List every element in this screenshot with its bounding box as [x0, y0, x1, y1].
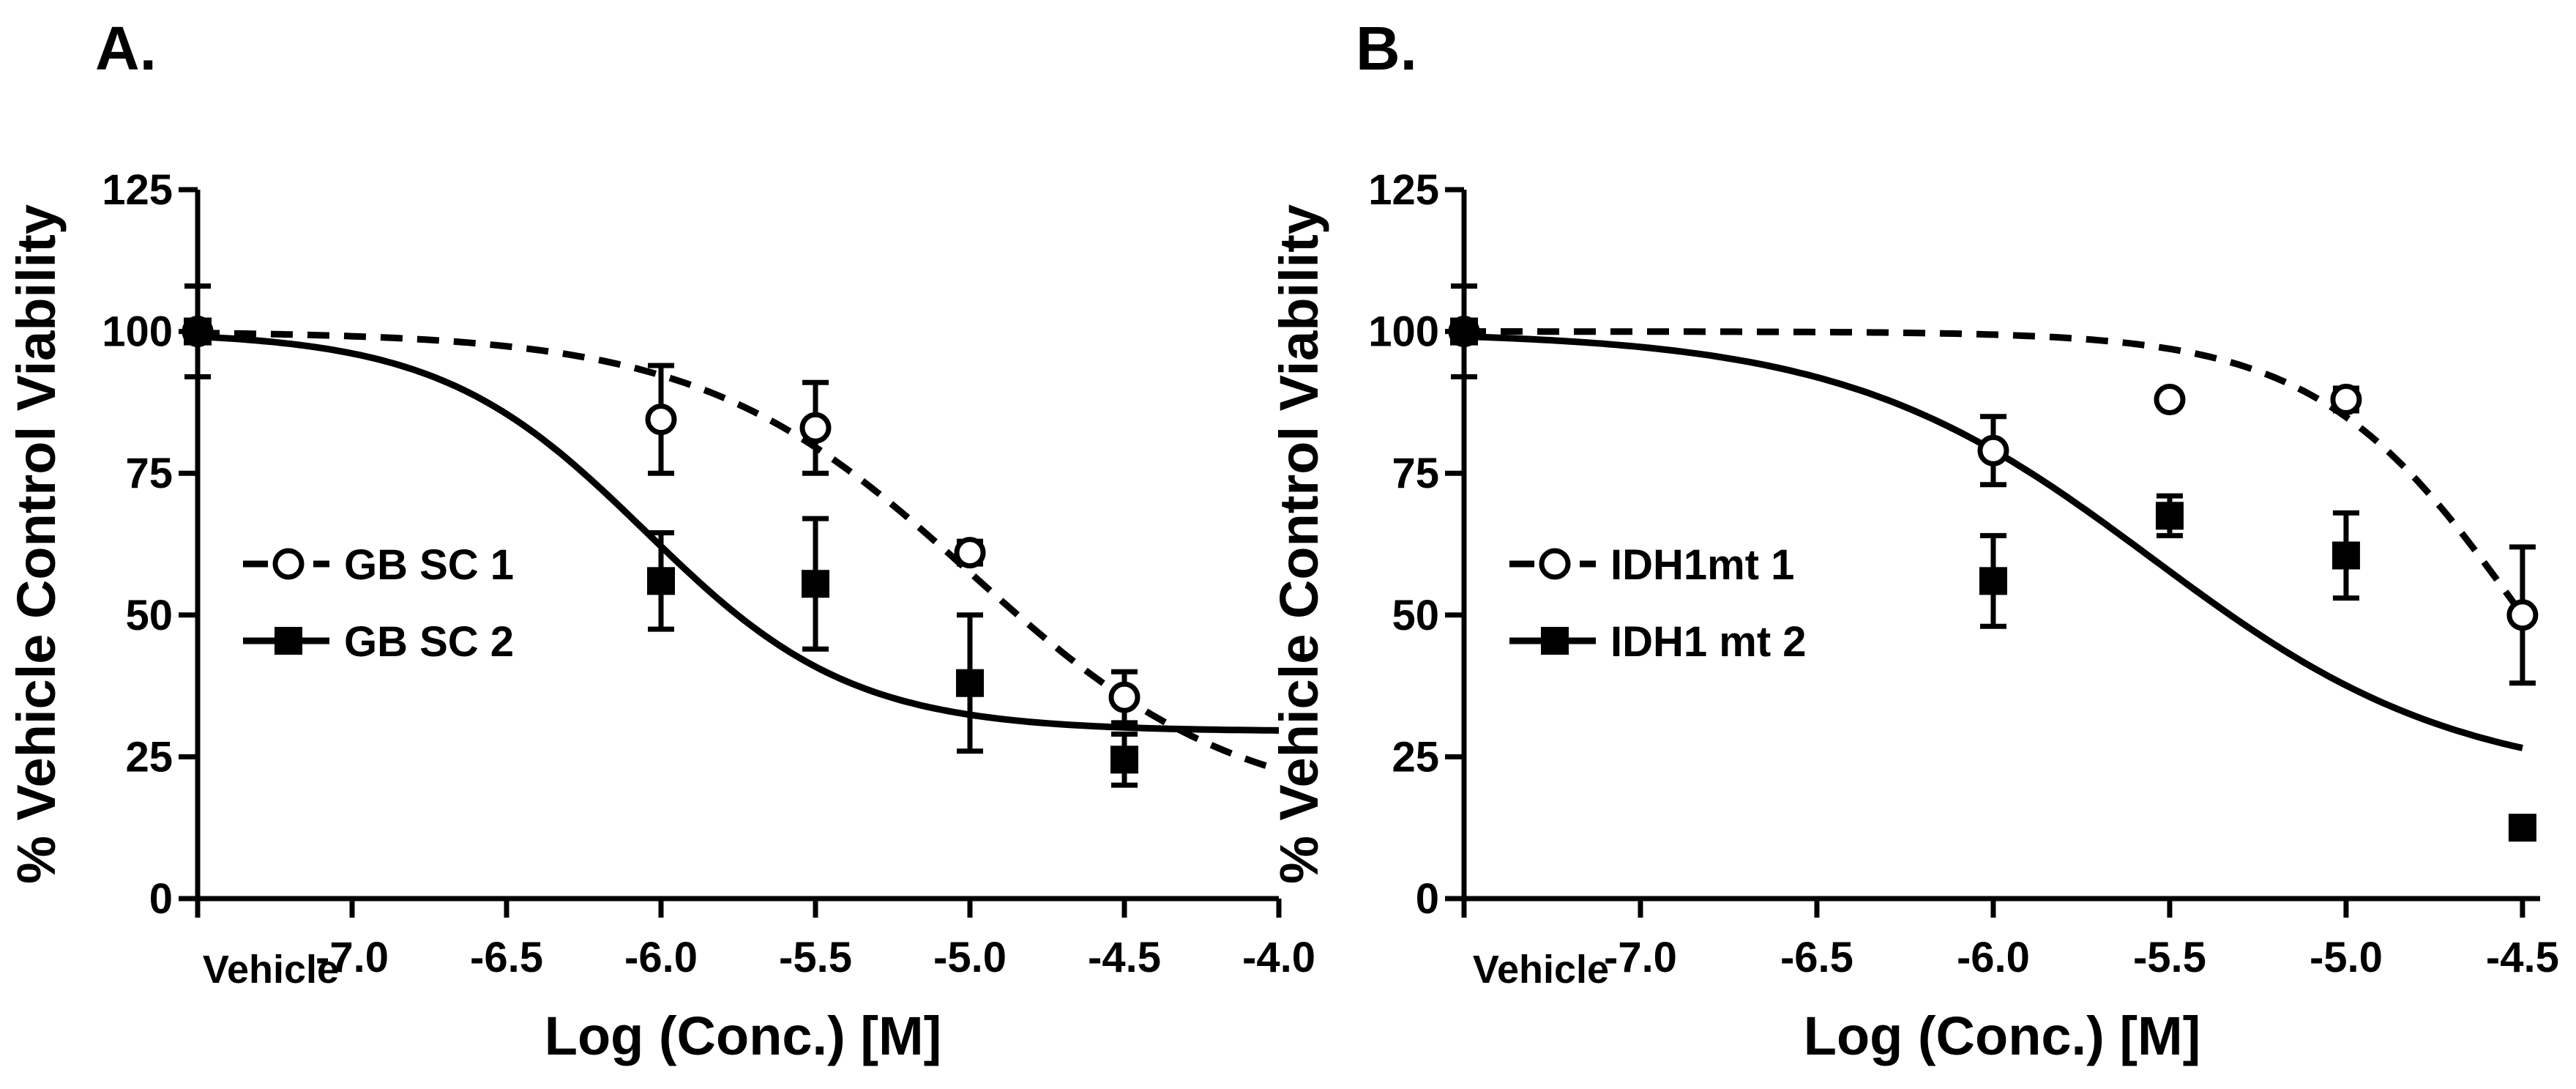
x-tick-label: -4.5 [2486, 934, 2559, 981]
data-point-gb-sc-1 [1108, 681, 1140, 713]
data-point-idh1-mt-2 [2155, 502, 2184, 530]
panel-label: B. [1356, 14, 1417, 83]
data-point-idh1-mt-2 [2332, 541, 2360, 570]
data-point-idh1mt-1 [2330, 384, 2362, 416]
vehicle-tick-label: Vehicle [1473, 948, 1609, 992]
x-axis-title: Log (Conc.) [M] [1804, 1006, 2201, 1066]
x-tick-label: -7.0 [316, 934, 389, 981]
x-tick-label: -7.0 [1604, 934, 1677, 981]
y-tick-label: 75 [125, 450, 173, 497]
y-tick-label: 25 [125, 733, 173, 781]
y-tick-label: 100 [102, 308, 173, 356]
legend-item: IDH1mt 1 [1509, 541, 1794, 589]
legend-label: IDH1mt 1 [1610, 541, 1794, 589]
fit-curve-idh1mt-1 [1464, 328, 2525, 617]
legend-marker [1539, 548, 1571, 580]
data-point-gb-sc-2 [1110, 746, 1138, 774]
y-tick-label: 50 [125, 592, 173, 639]
x-tick-label: -4.0 [1242, 934, 1315, 981]
data-point-gb-sc-2 [647, 567, 675, 595]
data-point-gb-sc-1 [954, 537, 986, 569]
legend-item: GB SC 2 [243, 618, 514, 666]
legend-marker [1541, 627, 1569, 655]
y-axis-title: % Vehicle Control Viability [6, 204, 67, 884]
x-tick-label: -5.5 [2133, 934, 2206, 981]
x-tick-label: -6.5 [470, 934, 543, 981]
data-point-idh1mt-1 [2506, 599, 2539, 631]
data-point-idh1mt-1 [2154, 384, 2186, 416]
fit-curve-gb-sc-2 [197, 333, 1280, 734]
x-tick-label: -5.0 [2310, 934, 2383, 981]
legend-item: IDH1 mt 2 [1509, 618, 1807, 666]
y-tick-label: 0 [149, 875, 173, 923]
legend-label: GB SC 1 [344, 541, 514, 589]
data-point-idh1mt-1 [1977, 434, 2009, 467]
data-point-gb-sc-2 [802, 570, 829, 598]
legend-marker [275, 627, 302, 655]
legend-marker [272, 548, 305, 580]
panel-label: A. [95, 14, 157, 83]
x-tick-label: -5.5 [779, 934, 852, 981]
x-axis-title: Log (Conc.) [M] [545, 1006, 942, 1066]
x-tick-label: -6.0 [624, 934, 698, 981]
legend-label: IDH1 mt 2 [1610, 618, 1807, 666]
data-point-gb-sc-2 [184, 317, 212, 346]
y-tick-label: 25 [1392, 733, 1439, 781]
chart-a: A. 0 25 50 75 100 125 -7.0 -6.5 -6.0 -5.5 -5.0 -4.5 -… [6, 14, 1315, 1066]
x-tick-label: -6.5 [1780, 934, 1853, 981]
legend: IDH1mt 1 IDH1 mt 2 [1509, 541, 1807, 666]
y-tick-label: 100 [1368, 308, 1439, 356]
vehicle-tick-label: Vehicle [203, 948, 339, 992]
y-tick-label: 50 [1392, 592, 1439, 639]
y-tick-label: 75 [1392, 450, 1439, 497]
y-tick-label: 0 [1416, 875, 1439, 923]
legend: GB SC 1 GB SC 2 [243, 541, 514, 666]
data-point-gb-sc-1 [645, 404, 677, 436]
x-tick-label: -6.0 [1957, 934, 2030, 981]
x-tick-label: -5.0 [933, 934, 1007, 981]
y-axis-title: % Vehicle Control Viability [1269, 204, 1329, 884]
data-point-gb-sc-1 [799, 412, 832, 444]
data-point-gb-sc-2 [956, 669, 984, 697]
y-tick-label: 125 [102, 166, 173, 214]
data-point-idh1-mt-2 [1979, 567, 2007, 595]
y-tick-label: 125 [1368, 166, 1439, 214]
fit-curve-gb-sc-1 [197, 330, 1280, 773]
data-point-idh1-mt-2 [1450, 317, 1478, 346]
legend-item: GB SC 1 [243, 541, 514, 589]
data-point-idh1-mt-2 [2508, 814, 2536, 842]
legend-label: GB SC 2 [344, 618, 514, 666]
chart-b: B. 0 25 50 75 100 125 -7.0 -6.5 -6.0 -5.5 -5.0 -4.5 V… [1269, 14, 2559, 1066]
x-tick-label: -4.5 [1088, 934, 1161, 981]
